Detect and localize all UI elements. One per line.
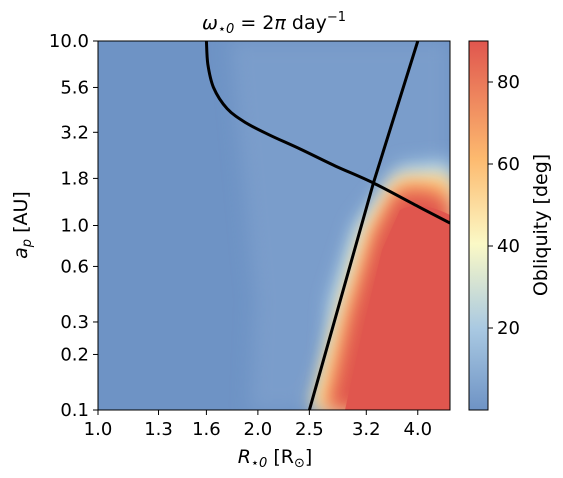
colorbar-tick-label: 60: [497, 154, 520, 175]
curve-group: [204, 41, 450, 410]
colorbar-tick-label: 80: [497, 72, 520, 93]
y-label-unit: [AU]: [10, 191, 32, 239]
colorbar-label: Obliquity [deg]: [530, 154, 552, 296]
y-label-symbol: a: [10, 247, 32, 259]
heatmap-slight-band: [230, 41, 450, 410]
title-pi: π: [274, 12, 286, 34]
y-axis: 0.1 0.2 0.3 0.6 1.0 1.8 3.2 5.6 10.0: [49, 31, 98, 421]
x-label-symbol: R: [238, 446, 251, 468]
x-tick-label: 2.0: [244, 419, 273, 440]
x-tick-label: 3.2: [352, 419, 381, 440]
x-tick-label: 1.0: [84, 419, 113, 440]
colorbar: [468, 40, 489, 411]
colorbar-tick-label: 40: [497, 236, 520, 257]
heatmap-red-core: [345, 206, 450, 410]
title-unit: day: [286, 12, 327, 34]
y-tick-label: 0.6: [60, 256, 89, 277]
x-label-unit: [R: [267, 446, 294, 468]
title-eq: = 2: [234, 12, 274, 34]
heatmap-area: [98, 41, 450, 410]
title-omega-sub: ⋆0: [218, 22, 234, 37]
curve-increasing: [307, 41, 420, 410]
x-label-unit-sub: ⊙: [294, 456, 305, 471]
x-tick-label: 4.0: [403, 419, 432, 440]
y-label-sub: p: [20, 239, 35, 248]
x-label-close: ]: [305, 446, 312, 468]
y-tick-label: 1.0: [60, 216, 89, 237]
chart-title: ω⋆0 = 2π day−1: [202, 10, 346, 37]
colorbar-tick-label: 20: [497, 318, 520, 339]
curve-decreasing: [204, 41, 450, 225]
x-label-sub: ⋆0: [251, 456, 267, 471]
y-tick-label: 10.0: [49, 31, 89, 52]
y-axis-label: ap [AU]: [10, 191, 35, 259]
x-tick-label: 1.3: [144, 419, 173, 440]
y-tick-label: 0.1: [60, 400, 89, 421]
x-tick-label: 1.6: [192, 419, 221, 440]
title-exp: −1: [327, 10, 346, 25]
x-tick-label: 2.5: [295, 419, 324, 440]
y-tick-label: 0.2: [60, 344, 89, 365]
x-axis: 1.0 1.3 1.6 2.0 2.5 3.2 4.0: [84, 410, 432, 440]
title-omega: ω: [202, 12, 218, 34]
y-tick-label: 0.3: [60, 312, 89, 333]
y-tick-label: 1.8: [60, 168, 89, 189]
colorbar-axis: 20 40 60 80: [488, 72, 520, 339]
x-axis-label: R⋆0 [R⊙]: [238, 446, 313, 471]
y-tick-label: 3.2: [60, 122, 89, 143]
y-tick-label: 5.6: [60, 77, 89, 98]
